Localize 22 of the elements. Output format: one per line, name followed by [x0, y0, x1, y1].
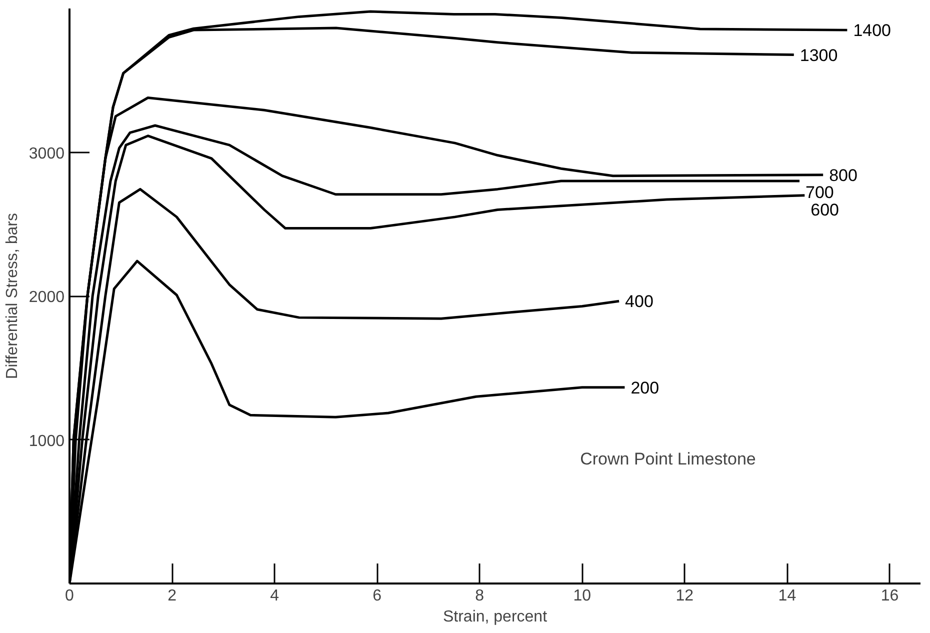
x-tick-label: 6	[372, 588, 382, 604]
y-tick-label: 3000	[28, 145, 65, 162]
x-tick-label: 12	[676, 588, 694, 604]
series-label: 600	[810, 200, 840, 220]
y-axis-title: Differential Stress, bars	[4, 212, 21, 379]
annotation: Crown Point Limestone	[580, 450, 756, 468]
series-label: 1400	[853, 21, 892, 40]
x-tick-label: 16	[880, 588, 899, 604]
series-label: 700	[806, 183, 834, 202]
x-tick-label: 14	[778, 588, 796, 604]
x-tick-label: 10	[573, 588, 592, 604]
series-label: 200	[630, 378, 660, 398]
x-tick-label: 8	[475, 588, 484, 604]
x-axis-title: Strain, percent	[442, 608, 548, 626]
x-tick-label: 0	[65, 588, 74, 604]
y-tick-label: 2000	[28, 289, 65, 306]
series-label: 400	[625, 292, 654, 312]
y-tick-label: 1000	[28, 432, 65, 450]
x-tick-label: 4	[270, 588, 280, 604]
series-label: 1300	[800, 46, 838, 65]
x-tick-label: 2	[168, 588, 177, 604]
series-label: 800	[829, 166, 858, 185]
